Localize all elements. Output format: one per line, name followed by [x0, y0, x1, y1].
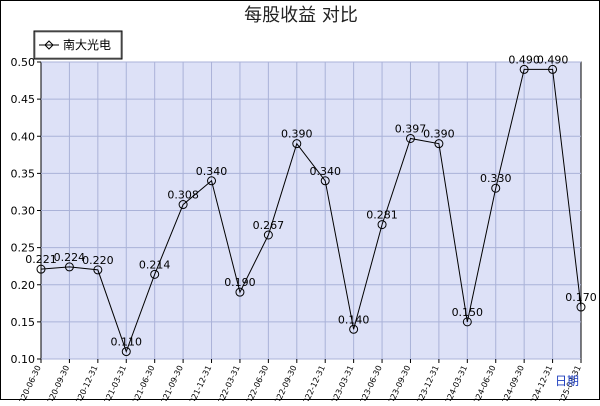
y-tick-label: 0.25 [11, 242, 36, 255]
grid-lines [41, 61, 581, 360]
x-tick-label: 2024-12-31 [527, 364, 555, 401]
data-point [434, 139, 444, 149]
x-tick-label: 2021-12-31 [186, 364, 214, 401]
data-label: 0.170 [565, 291, 597, 304]
x-tick-label: 2023-12-31 [413, 364, 441, 401]
data-label: 0.330 [480, 172, 512, 185]
data-label: 0.281 [366, 209, 398, 222]
x-tick-label: 2023-09-30 [384, 364, 412, 401]
data-point [320, 176, 330, 186]
x-tick-label: 2022-03-31 [214, 364, 242, 401]
x-tick-label: 2024-09-30 [498, 364, 526, 401]
x-tick-label: 2020-12-31 [72, 364, 100, 401]
data-label: 0.220 [82, 254, 114, 267]
data-label: 0.190 [224, 276, 256, 289]
x-tick-label: 2020-06-30 [15, 364, 43, 401]
data-point [576, 302, 586, 312]
x-tick-label: 2022-09-30 [271, 364, 299, 401]
data-label: 0.110 [111, 336, 143, 349]
legend-marker-icon [44, 40, 54, 50]
data-label: 0.490 [537, 53, 569, 66]
data-label: 0.490 [508, 53, 540, 66]
y-tick-label: 0.45 [11, 93, 36, 106]
data-point [377, 220, 387, 230]
series-polyline [40, 68, 582, 354]
data-point [64, 262, 74, 272]
y-tick-label: 0.50 [11, 56, 36, 69]
series-points [36, 64, 586, 357]
data-label: 0.214 [139, 258, 171, 271]
data-point [519, 64, 529, 74]
x-tick-label: 2021-03-31 [100, 364, 128, 401]
y-tick-label: 0.40 [11, 130, 36, 143]
data-label: 0.140 [338, 313, 370, 326]
x-tick-label: 2024-06-30 [470, 364, 498, 401]
data-point [292, 139, 302, 149]
data-point [462, 317, 472, 327]
x-tick-label: 2021-06-30 [129, 364, 157, 401]
y-tick-label: 0.30 [11, 205, 36, 218]
data-point [405, 133, 415, 143]
data-label: 0.308 [167, 189, 199, 202]
x-axis-ticks: 2020-06-30 2020-09-30 2020-12-31 2021-03-31… [15, 359, 583, 406]
data-point [178, 200, 188, 210]
y-tick-label: 0.35 [11, 167, 36, 180]
data-point [150, 269, 160, 279]
data-point [263, 230, 273, 240]
y-tick-label: 0.15 [11, 316, 36, 329]
data-label: 0.397 [395, 122, 427, 135]
data-point [121, 347, 131, 357]
data-point [235, 287, 245, 297]
data-label: 0.390 [281, 128, 313, 141]
data-point [36, 264, 46, 274]
x-tick-label: 2023-06-30 [356, 364, 384, 401]
x-tick-label: 2024-03-31 [441, 364, 469, 401]
x-tick-label: 2021-09-30 [157, 364, 185, 401]
data-point [491, 183, 501, 193]
x-tick-label: 2023-03-31 [328, 364, 356, 401]
y-tick-label: 0.10 [11, 353, 36, 366]
chart-title: 每股收益 对比 [244, 5, 358, 26]
data-point [349, 324, 359, 334]
data-label: 0.340 [196, 165, 228, 178]
y-axis-ticks: 0.10 0.15 0.20 0.25 0.30 0.35 0.40 0.45 0.50 [11, 56, 41, 366]
series-line [40, 68, 582, 354]
x-tick-label: 2020-09-30 [43, 364, 71, 401]
x-tick-label: 2022-06-30 [242, 364, 270, 401]
x-axis-unit-label: 日期 [555, 374, 579, 388]
data-label: 0.150 [452, 306, 484, 319]
data-label: 0.267 [253, 219, 285, 232]
data-label: 0.340 [309, 165, 341, 178]
legend: 南大光电 [33, 30, 123, 60]
data-point [548, 64, 558, 74]
data-point [93, 265, 103, 275]
legend-inner-border [34, 31, 122, 59]
legend-series-name: 南大光电 [63, 37, 111, 52]
x-tick-label: 2022-12-31 [299, 364, 327, 401]
data-point [207, 176, 217, 186]
data-label: 0.390 [423, 128, 455, 141]
y-tick-label: 0.20 [11, 279, 36, 292]
data-label: 0.221 [25, 253, 57, 266]
data-label: 0.224 [54, 251, 86, 264]
